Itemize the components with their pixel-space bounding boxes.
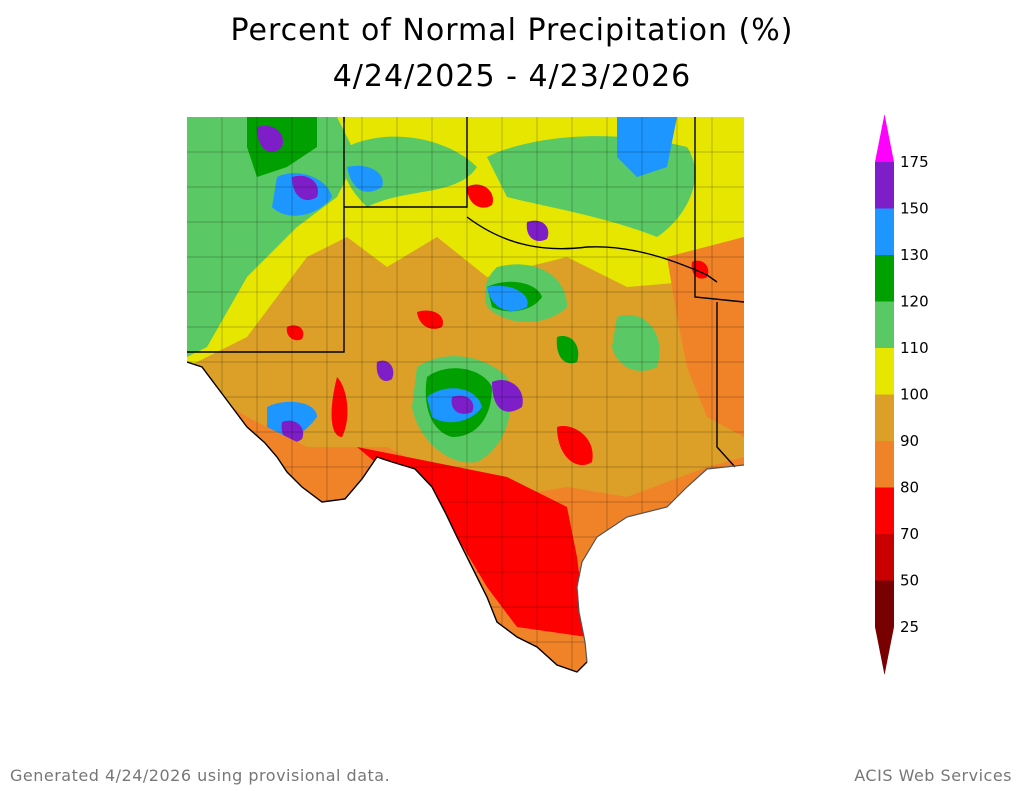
precip-fill-layer — [187, 117, 744, 672]
legend-labels: 175 150 130 120 110 100 90 80 70 50 25 — [900, 153, 929, 636]
purple-2 — [292, 175, 318, 201]
purple-6 — [376, 360, 394, 382]
purple-1 — [257, 125, 283, 152]
purple-5 — [492, 379, 523, 412]
legend-arrow-bottom — [875, 627, 894, 675]
legend-swatch — [875, 162, 894, 209]
blue-3 — [347, 165, 383, 192]
footer-generated-note: Generated 4/24/2026 using provisional da… — [10, 766, 391, 785]
title-line-2: 4/24/2025 - 4/23/2026 — [332, 59, 692, 94]
legend-swatches — [875, 114, 894, 675]
legend-swatch — [875, 301, 894, 348]
legend-label: 175 — [900, 153, 929, 171]
legend-label: 90 — [900, 432, 919, 450]
legend-label: 70 — [900, 525, 919, 543]
legend-label: 150 — [900, 200, 929, 218]
panhandle-border — [343, 117, 468, 208]
legend-label: 110 — [900, 339, 929, 357]
state-borders — [187, 117, 744, 673]
rio-grande-border — [187, 361, 588, 673]
legend-swatch — [875, 394, 894, 441]
title-line-1: Percent of Normal Precipitation (%) — [230, 13, 794, 48]
legend-swatch — [875, 348, 894, 395]
footer-credit: ACIS Web Services — [854, 766, 1012, 785]
red-west-strip — [331, 377, 348, 437]
legend-label: 120 — [900, 293, 929, 311]
purple-7 — [281, 420, 304, 443]
precipitation-map — [187, 117, 744, 673]
red-west-spot — [286, 325, 304, 341]
color-legend: 175 150 130 120 110 100 90 80 70 50 25 — [875, 114, 929, 675]
legend-swatch — [875, 441, 894, 488]
purple-4 — [451, 395, 474, 414]
legend-swatch — [875, 534, 894, 581]
map-title: Percent of Normal Precipitation (%) 4/24… — [0, 8, 1024, 100]
red-central-spot — [417, 310, 443, 329]
legend-arrow-top — [875, 114, 894, 162]
green-dark-4 — [556, 336, 579, 364]
blue-4 — [487, 285, 528, 311]
legend-swatch — [875, 208, 894, 255]
red-river-border — [466, 216, 718, 283]
legend-swatch — [875, 255, 894, 302]
red-central-east — [557, 426, 593, 466]
red-north-spot — [467, 184, 493, 208]
legend-label: 25 — [900, 618, 919, 636]
legend-swatch — [875, 580, 894, 627]
blue-1 — [617, 117, 677, 177]
legend-label: 50 — [900, 572, 919, 590]
gulf-coastline — [576, 464, 744, 663]
nm-tx-border — [187, 117, 345, 353]
legend-label: 100 — [900, 386, 929, 404]
green-east-central — [612, 315, 660, 371]
la-border — [716, 302, 736, 468]
legend-label: 80 — [900, 479, 919, 497]
purple-3 — [526, 220, 549, 242]
legend-label: 130 — [900, 246, 929, 264]
green-nw — [187, 117, 357, 357]
legend-swatch — [875, 487, 894, 534]
orange-east — [667, 237, 744, 437]
ok-ar-border — [694, 117, 744, 303]
